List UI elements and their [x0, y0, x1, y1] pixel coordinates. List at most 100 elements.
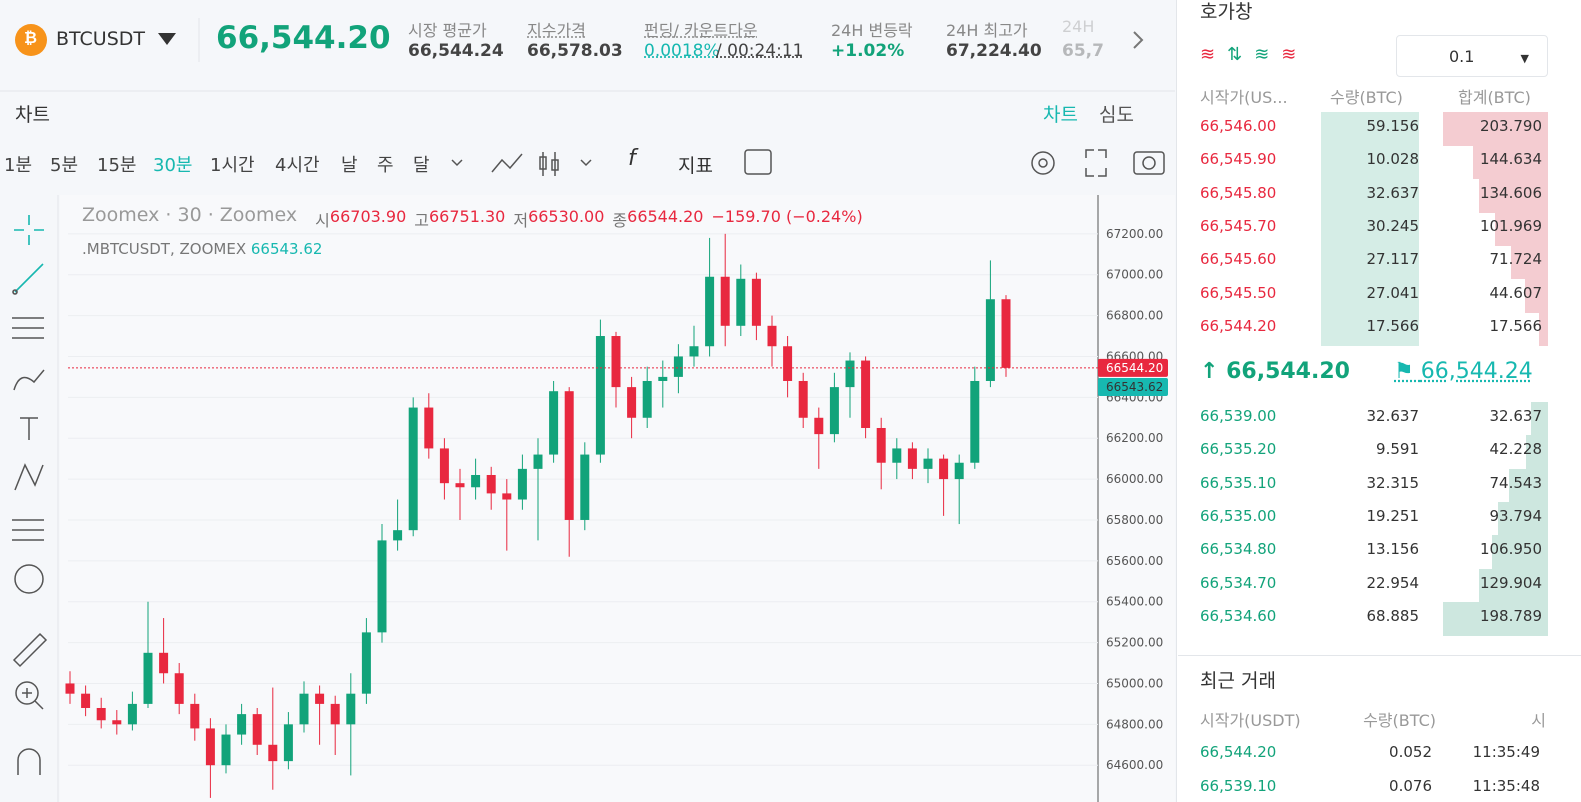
ob-qty: 59.156 [1366, 117, 1420, 135]
ob-qty: 68.885 [1366, 606, 1420, 625]
qty-bg [1321, 178, 1419, 213]
trade-qty: 0.076 [1389, 777, 1432, 795]
candle-body [174, 673, 184, 704]
y-tick-label: 67200.00 [1106, 227, 1163, 241]
panel-title: 차트 [15, 104, 50, 126]
qty-bg [1321, 211, 1419, 246]
ob-qty: 30.245 [1366, 216, 1420, 235]
tab[interactable]: 차트 [1043, 104, 1078, 126]
ob-qty: 27.041 [1366, 283, 1420, 302]
fx-icon[interactable]: f [628, 146, 636, 171]
dropdown-arrow[interactable] [158, 33, 176, 45]
candle-body [939, 458, 949, 480]
trade-header: 시작가(USDT) [1200, 711, 1301, 730]
y-tick-label: 65200.00 [1106, 636, 1163, 650]
depth-bar [1498, 501, 1548, 536]
indicator[interactable]: 지표 [678, 155, 713, 177]
step-select[interactable]: 0.1 ▼ [1396, 35, 1548, 77]
candle-body [486, 474, 496, 494]
ob-price: 66,535.00 [1200, 506, 1277, 525]
ob-total: 17.566 [1489, 316, 1543, 335]
candle-body [954, 462, 964, 480]
ob-qty: 32.637 [1366, 183, 1420, 202]
candle-body [533, 454, 543, 469]
qty-bg [1321, 245, 1419, 280]
ob-total: 101.969 [1479, 216, 1542, 235]
depth-bar [1511, 245, 1548, 280]
stat-label: 24H [1062, 17, 1095, 36]
depth-bar [1443, 112, 1548, 146]
trade-header: 시 [1531, 711, 1546, 730]
candle-body [611, 336, 621, 388]
candle-body [767, 325, 777, 347]
ob-qty: 19.251 [1366, 506, 1420, 525]
divider [1178, 655, 1581, 656]
y-tick-label: 66000.00 [1106, 472, 1163, 486]
candle-body [252, 714, 262, 745]
qty-bg [1321, 112, 1419, 146]
candle-body [549, 391, 559, 455]
ob-price: 66,545.60 [1200, 250, 1277, 269]
ticker-name: .MBTCUSDT, ZOOMEX [82, 240, 247, 258]
ob-qty: 22.954 [1366, 573, 1420, 592]
stat-extra: / 00:24:11 [716, 41, 804, 61]
candle-body [471, 474, 481, 488]
tab[interactable]: 심도 [1099, 104, 1134, 126]
depth-bar [1538, 311, 1548, 346]
depth-bar [1443, 601, 1548, 636]
last-price: ↑ 66,544.20 [1200, 359, 1350, 384]
ticker-value: 66543.62 [250, 240, 323, 258]
ob-qty: 9.591 [1376, 440, 1419, 459]
timeframe: 달 [413, 155, 430, 176]
symbol[interactable]: BTCUSDT [56, 28, 145, 50]
plot-bg [60, 195, 1175, 802]
mark-price-value: 66,544.24 [1420, 359, 1533, 384]
depth-bar [1530, 402, 1548, 436]
ob-price: 66,534.60 [1200, 606, 1277, 625]
price: 66,544.20 [216, 20, 391, 56]
view-modes[interactable]: ≋ ⇅ ≋ ≋ [1200, 44, 1297, 65]
y-tick-label: 65400.00 [1106, 595, 1163, 609]
stat-value: 65,7 [1062, 41, 1104, 61]
timeframe: 4시간 [275, 155, 320, 176]
ob-total: 74.543 [1489, 473, 1543, 492]
y-tick-label: 65600.00 [1106, 554, 1163, 568]
legend-key: 고 [414, 211, 429, 230]
legend-value: 66751.30 [428, 207, 506, 226]
candle-body [408, 407, 418, 531]
ob-header: 시작가(US... [1200, 88, 1288, 107]
scroll-right[interactable] [1133, 31, 1144, 49]
y-tick-label: 67000.00 [1106, 268, 1163, 282]
ob-total: 42.228 [1489, 440, 1543, 459]
candle-body [393, 530, 403, 541]
trade-time: 11:35:49 [1472, 743, 1540, 761]
stat-label: 시장 평균가 [408, 21, 487, 40]
ob-qty: 17.566 [1366, 316, 1420, 335]
legend: Zoomex · 30 · Zoomex 시 66703.90 고 66751.30 저… [82, 204, 863, 231]
candle-body [892, 448, 902, 463]
timeframe: 1분 [4, 155, 33, 176]
candle-body [658, 376, 668, 381]
ob-total: 144.634 [1479, 150, 1542, 169]
candle-body [861, 360, 871, 428]
top-bar-bg [0, 0, 1175, 90]
legend-value: 66530.00 [528, 207, 605, 226]
ob-price: 66,535.20 [1200, 440, 1277, 459]
depth-bar [1508, 468, 1548, 503]
stat-label: 펀딩/ 카운트다운 [644, 21, 758, 40]
candle-body [720, 276, 730, 326]
tool-icons [12, 317, 48, 775]
trades-title: 최근 거래 [1200, 670, 1276, 692]
drawing-tools [12, 215, 44, 295]
legend-key: 저 [513, 211, 529, 230]
y-tick-label: 64600.00 [1106, 758, 1163, 772]
candle-body [143, 652, 153, 704]
candle-body [985, 299, 995, 381]
candle-body [237, 714, 247, 735]
ob-qty: 10.028 [1366, 150, 1420, 169]
candle-body [845, 360, 855, 388]
depth-bar [1525, 435, 1548, 470]
candle-body [502, 493, 512, 500]
candle-body [876, 427, 886, 463]
